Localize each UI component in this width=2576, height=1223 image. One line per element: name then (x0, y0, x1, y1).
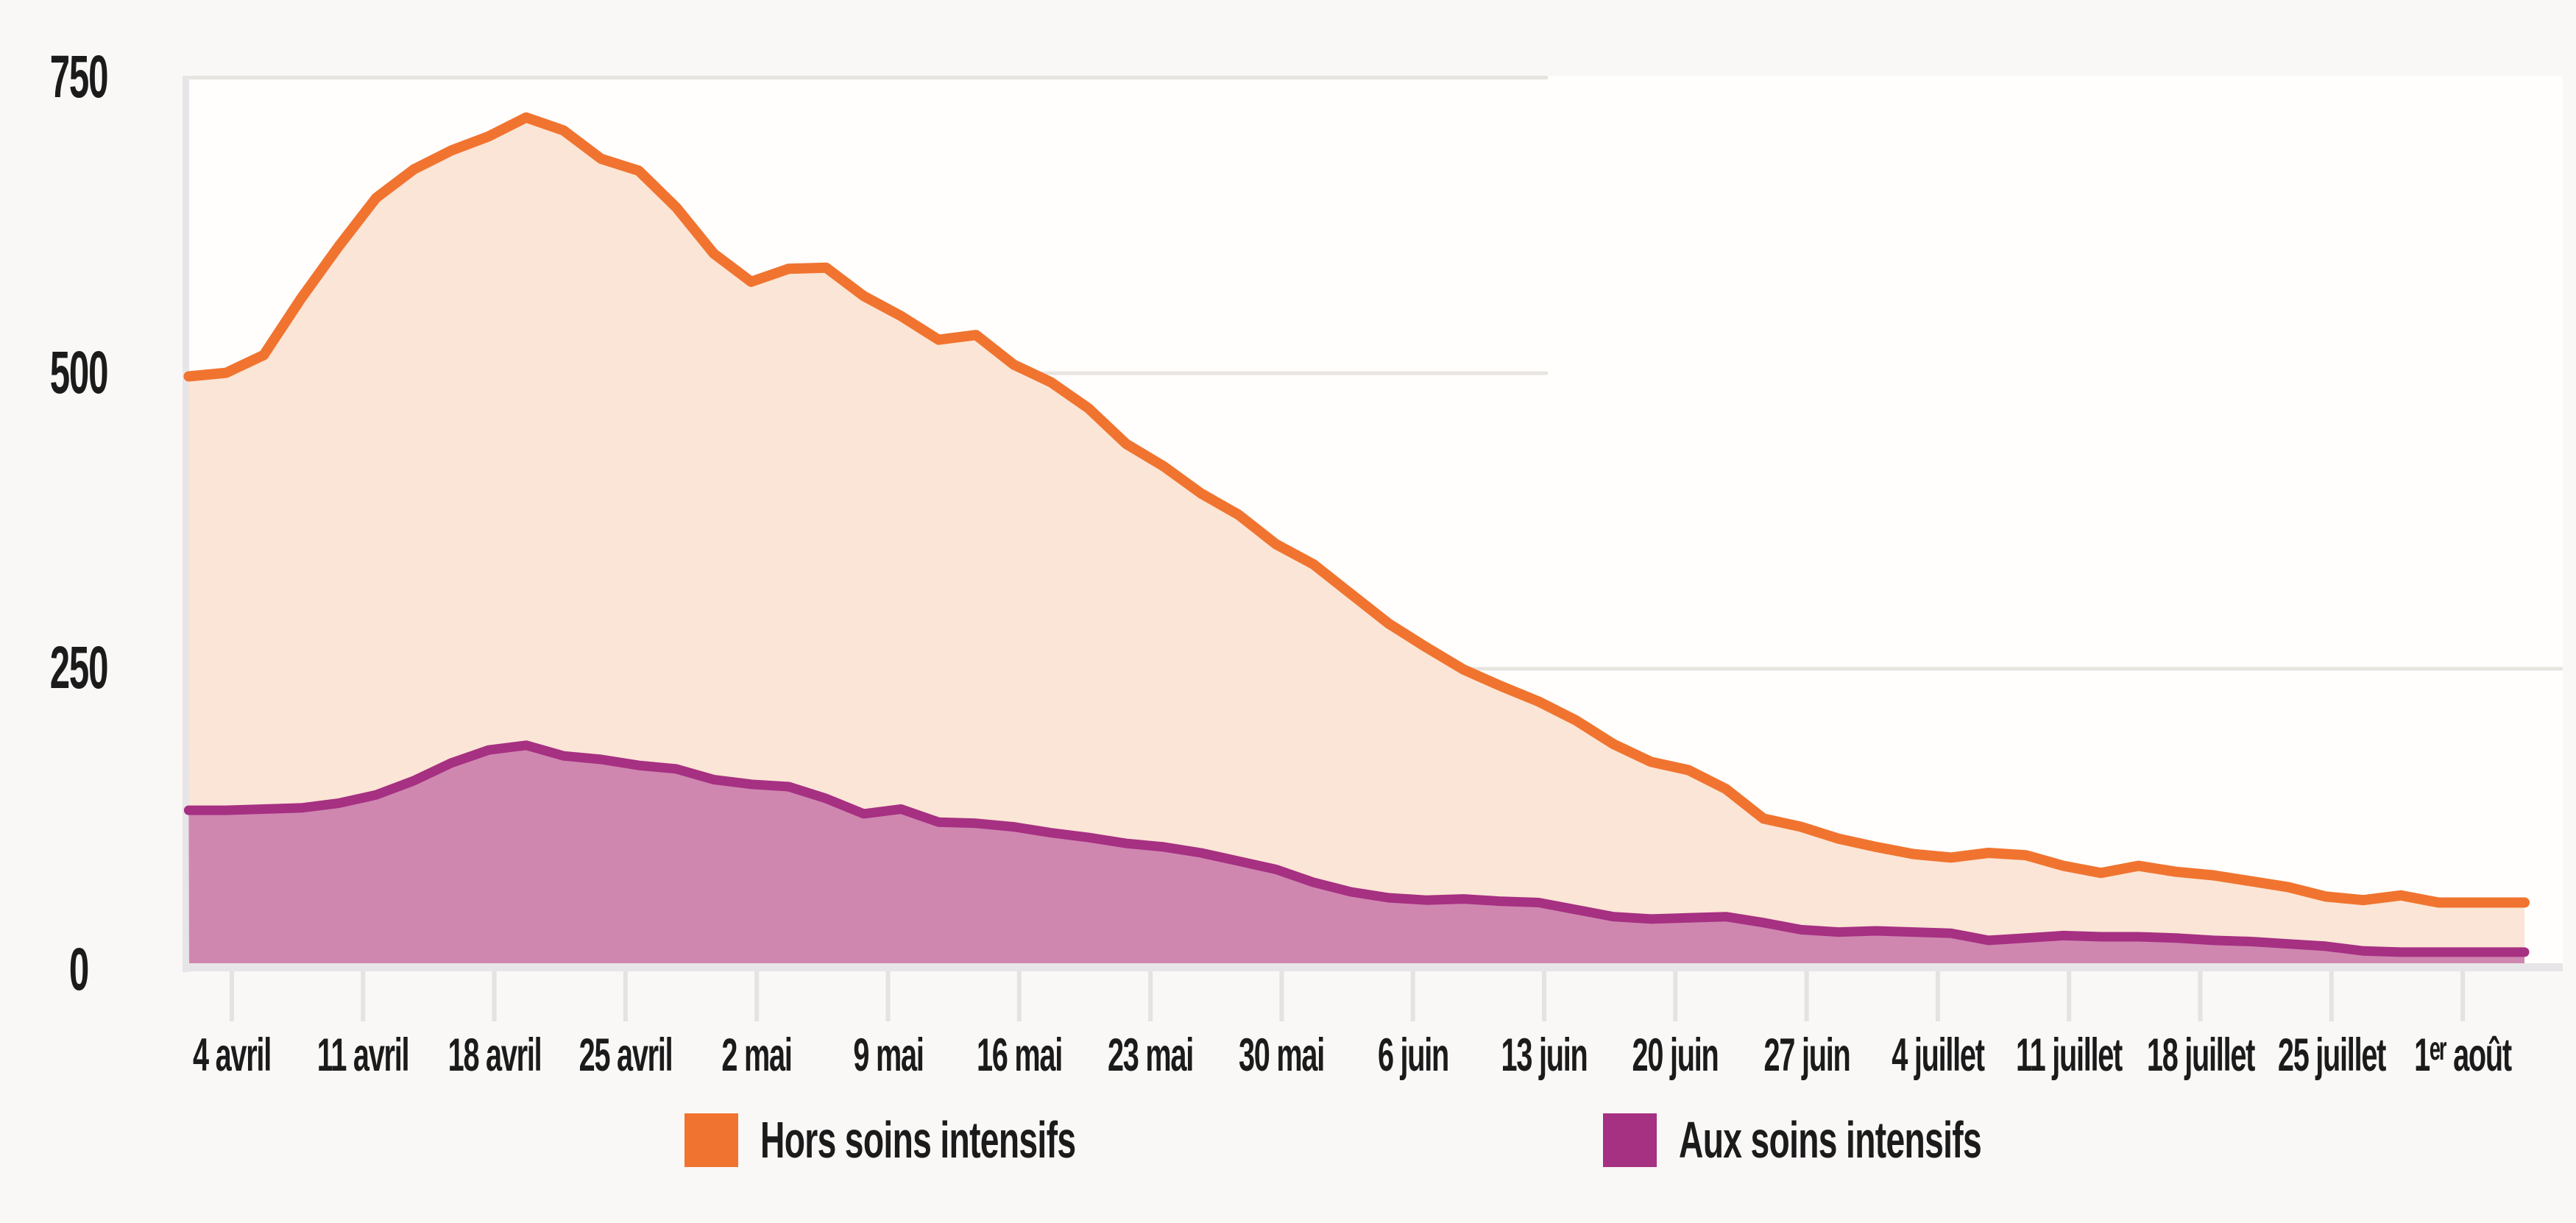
x-tick-mark (754, 971, 759, 1021)
x-tick-mark (1017, 971, 1022, 1021)
x-tick-mark (1279, 971, 1284, 1021)
x-tick-mark (1148, 971, 1153, 1021)
y-axis-label-0: 0 (32, 926, 126, 1014)
x-axis-label: 18 juillet (2126, 1029, 2275, 1082)
x-axis-label: 11 juillet (1995, 1029, 2143, 1082)
y-axis-label-250: 250 (32, 624, 126, 712)
x-axis-label: 23 mai (1076, 1029, 1225, 1082)
y-axis-label-500: 500 (32, 329, 126, 417)
x-axis-label: 18 avril (420, 1029, 569, 1082)
x-axis-label: 25 juillet (2257, 1029, 2406, 1082)
x-tick-mark (361, 971, 365, 1021)
x-tick-mark (1673, 971, 1677, 1021)
x-axis-line (183, 963, 2563, 971)
x-tick-mark (230, 971, 234, 1021)
x-axis-label: 30 mai (1208, 1029, 1356, 1082)
x-tick-mark (1411, 971, 1415, 1021)
x-tick-mark (1542, 971, 1546, 1021)
legend-label-aux: Aux soins intensifs (1679, 1110, 1981, 1169)
x-tick-mark (2460, 971, 2465, 1021)
x-tick-mark (2067, 971, 2071, 1021)
x-axis-label: 4 juillet (1864, 1029, 2012, 1082)
legend-item-hors-soins-intensifs: Hors soins intensifs (684, 1112, 1238, 1168)
x-axis-label: 27 juin (1733, 1029, 1881, 1082)
x-axis-label: 20 juin (1601, 1029, 1749, 1082)
y-axis-line (183, 76, 189, 972)
x-axis-label: 4 avril (158, 1029, 306, 1082)
x-axis-label: 16 mai (945, 1029, 1094, 1082)
legend-label-hors: Hors soins intensifs (760, 1110, 1075, 1169)
x-tick-mark (886, 971, 891, 1021)
y-axis-label-750: 750 (32, 33, 126, 121)
x-axis-label: 25 avril (551, 1029, 700, 1082)
x-tick-mark (2198, 971, 2203, 1021)
x-tick-mark (1936, 971, 1940, 1021)
aux-soins-intensifs-swatch (1603, 1113, 1657, 1167)
x-axis-label: 2 mai (682, 1029, 831, 1082)
gridline-750 (189, 76, 1548, 79)
legend-item-aux-soins-intensifs: Aux soins intensifs (1603, 1112, 2137, 1168)
x-tick-mark (492, 971, 497, 1021)
x-axis-label: 9 mai (814, 1029, 963, 1082)
x-axis-label: 13 juin (1470, 1029, 1618, 1082)
hospitalizations-area-chart: 750 500 250 0 4 avril11 avril18 avril25 avr… (0, 0, 2576, 1223)
x-tick-mark (1805, 971, 1809, 1021)
x-axis-label: 1ᵉʳ août (2388, 1029, 2537, 1082)
hors-soins-intensifs-swatch (684, 1113, 738, 1167)
x-tick-mark (2329, 971, 2334, 1021)
x-tick-mark (623, 971, 628, 1021)
x-axis-label: 11 avril (289, 1029, 437, 1082)
x-axis-label: 6 juin (1339, 1029, 1487, 1082)
